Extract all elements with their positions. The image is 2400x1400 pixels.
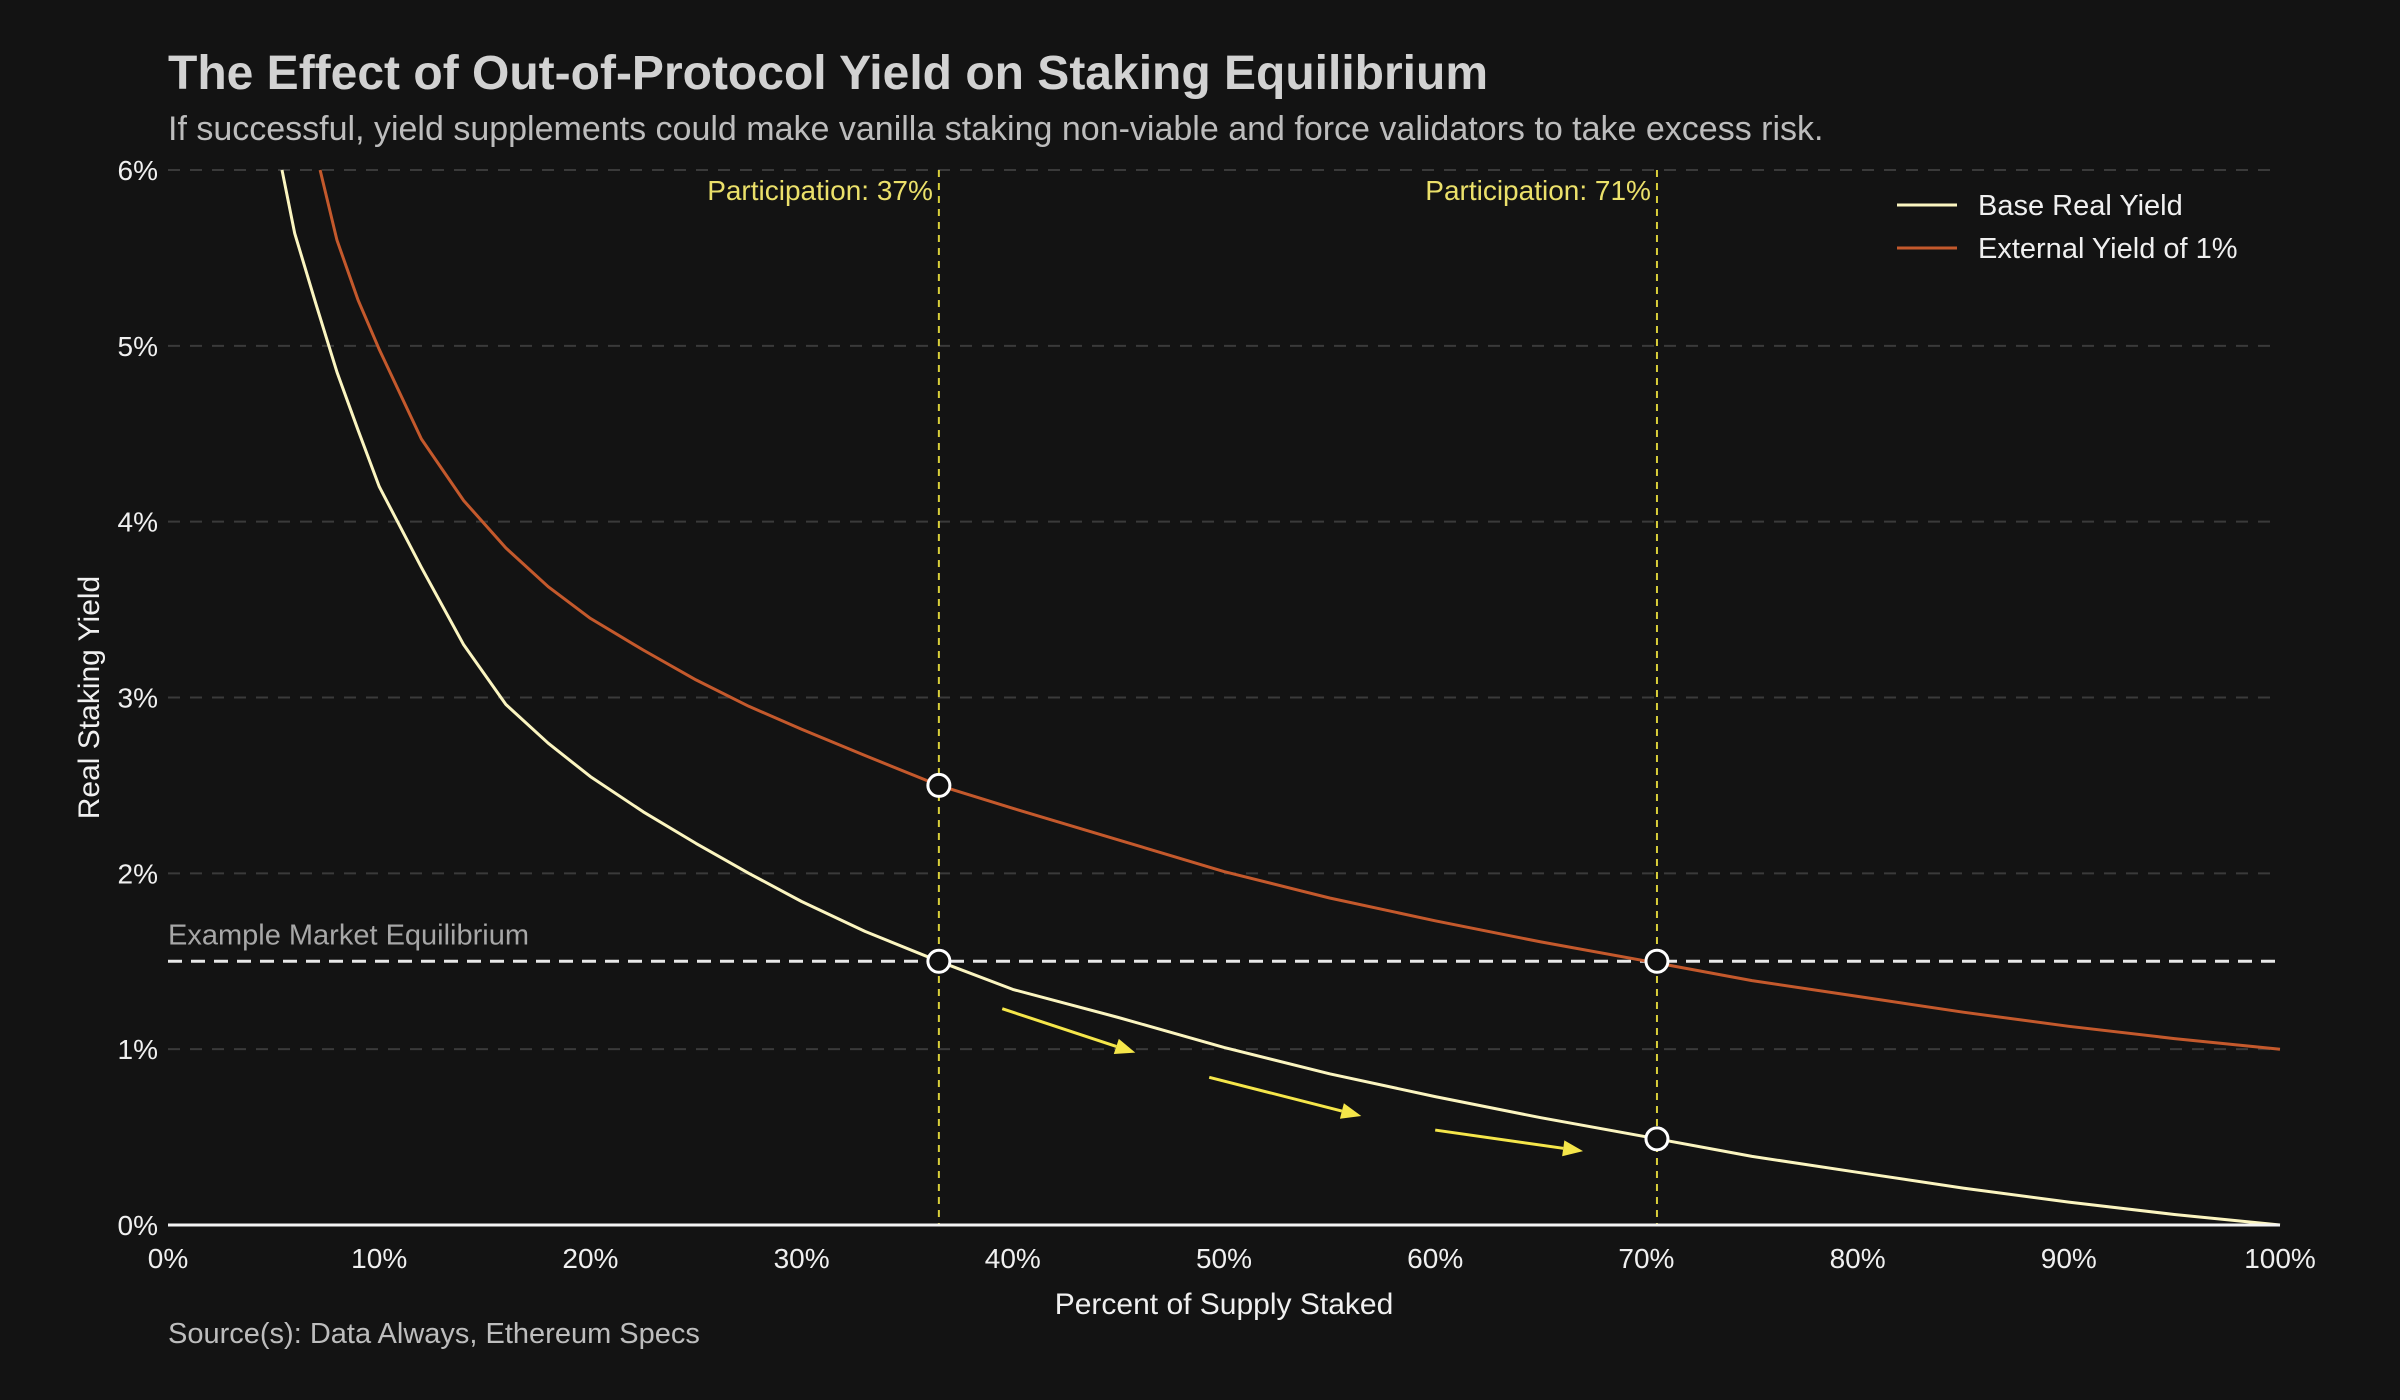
shift-arrow-head xyxy=(1339,1103,1362,1119)
x-tick-label: 40% xyxy=(985,1243,1041,1274)
y-tick-label: 3% xyxy=(118,683,158,714)
shift-arrow xyxy=(1208,1075,1343,1113)
y-tick-label: 4% xyxy=(118,507,158,538)
equilibrium-label: Example Market Equilibrium xyxy=(168,919,529,951)
x-axis-title: Percent of Supply Staked xyxy=(1055,1288,1394,1321)
y-tick-label: 0% xyxy=(118,1210,158,1241)
x-tick-label: 0% xyxy=(148,1243,188,1274)
legend-entry: Base Real Yield xyxy=(1978,190,2183,222)
chart-subtitle: If successful, yield supplements could m… xyxy=(168,110,1824,148)
series-line xyxy=(280,169,2281,1227)
x-tick-label: 100% xyxy=(2244,1243,2316,1274)
intersection-marker xyxy=(926,948,952,974)
shift-arrow-head xyxy=(1562,1140,1584,1157)
market-equilibrium: Example Market Equilibrium xyxy=(168,919,2280,963)
x-tick-label: 50% xyxy=(1196,1243,1252,1274)
y-tick-label: 6% xyxy=(118,155,158,186)
intersection-marker xyxy=(926,772,952,798)
shift-arrows xyxy=(1001,1007,1584,1157)
axes: 0% 1% 2% 3% 4% 5% 6% 0% 10% 20% 30% 40% 50% 60% 70% 80%… xyxy=(73,155,2316,1321)
x-tick-label: 20% xyxy=(562,1243,618,1274)
participation-lines: Participation: 37% Participation: 71% xyxy=(707,170,1658,1225)
series-line xyxy=(318,169,2281,1051)
x-tick-label: 30% xyxy=(774,1243,830,1274)
legend-entry: External Yield of 1% xyxy=(1978,233,2238,265)
chart-title: The Effect of Out-of-Protocol Yield on S… xyxy=(168,47,1488,100)
x-tick-label: 90% xyxy=(2041,1243,2097,1274)
series-lines xyxy=(280,169,2281,1227)
grid-lines xyxy=(168,169,2280,1051)
intersection-markers xyxy=(926,772,1670,1152)
intersection-marker xyxy=(1644,948,1670,974)
y-tick-label: 5% xyxy=(118,331,158,362)
y-tick-label: 2% xyxy=(118,858,158,889)
shift-arrow xyxy=(1001,1007,1117,1048)
x-tick-label: 60% xyxy=(1407,1243,1463,1274)
shift-arrow xyxy=(1434,1128,1564,1150)
shift-arrow-head xyxy=(1113,1038,1136,1055)
intersection-marker xyxy=(1644,1126,1670,1152)
x-tick-label: 80% xyxy=(1830,1243,1886,1274)
legend: Base Real Yield External Yield of 1% xyxy=(1897,190,2238,265)
y-tick-label: 1% xyxy=(118,1034,158,1065)
x-tick-label: 10% xyxy=(351,1243,407,1274)
x-tick-label: 70% xyxy=(1618,1243,1674,1274)
source-note: Source(s): Data Always, Ethereum Specs xyxy=(168,1318,700,1350)
y-axis-title: Real Staking Yield xyxy=(73,576,106,820)
participation-label: Participation: 71% xyxy=(1425,175,1651,206)
participation-label: Participation: 37% xyxy=(707,175,933,206)
